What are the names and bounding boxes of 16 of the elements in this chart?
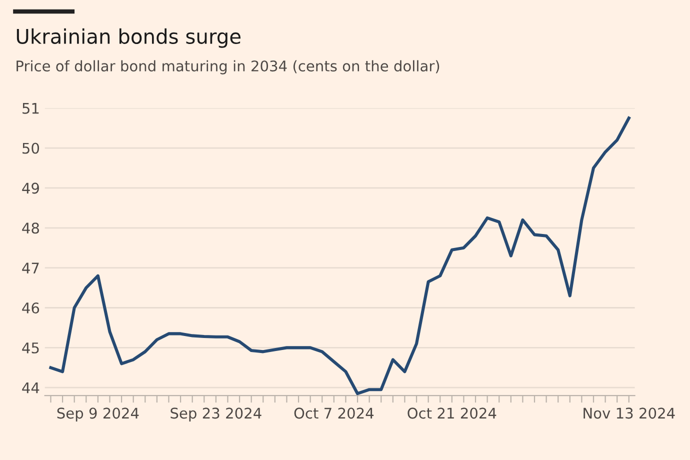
y-tick-label: 50 xyxy=(22,142,40,154)
x-tick-label: Sep 23 2024 xyxy=(170,408,262,422)
y-tick-label: 47 xyxy=(22,262,39,274)
y-tick-label: 44 xyxy=(22,382,40,394)
y-tick-label: 49 xyxy=(22,182,39,194)
x-tick-label: Oct 21 2024 xyxy=(408,408,496,419)
y-tick-label: 48 xyxy=(22,222,39,234)
x-tick-label: Sep 9 2024 xyxy=(57,408,139,422)
x-tick-label: Nov 13 2024 xyxy=(584,408,675,419)
x-tick-label: Oct 7 2024 xyxy=(294,408,374,419)
y-tick-label: 51 xyxy=(22,103,39,114)
y-tick-label: 45 xyxy=(22,342,39,354)
chart-subtitle: Price of dollar bond maturing in 2034 (cents on the dollar) xyxy=(16,60,440,74)
line-series xyxy=(49,116,630,396)
chart-title: Ukrainian bonds surge xyxy=(16,28,240,48)
y-tick-label: 46 xyxy=(22,302,40,314)
